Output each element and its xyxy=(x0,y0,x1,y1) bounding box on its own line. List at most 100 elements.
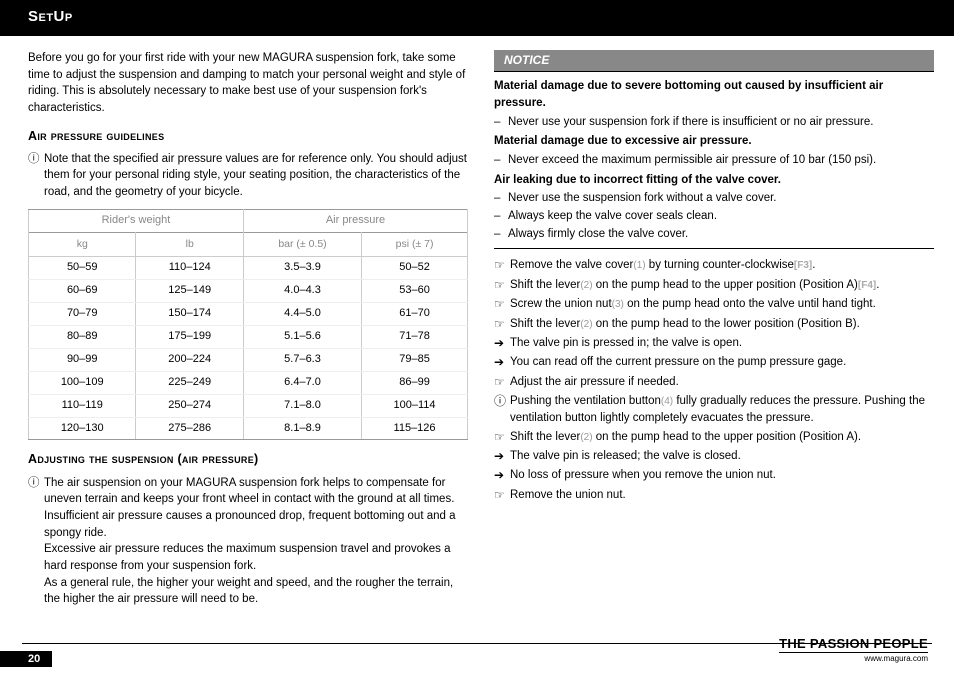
table-row: 80–89175–1995.1–5.671–78 xyxy=(29,325,468,348)
th-psi: psi (± 7) xyxy=(362,232,468,256)
d3-text: Never use the suspension fork without a … xyxy=(508,190,776,207)
pressure-table: Rider's weight Air pressure kg lb bar (±… xyxy=(28,209,468,441)
table-cell: 4.0–4.3 xyxy=(243,279,361,302)
arrow-icon: ➔ xyxy=(494,335,510,352)
right-column: NOTICE Material damage due to severe bot… xyxy=(494,50,934,612)
table-cell: 80–89 xyxy=(29,325,136,348)
hand-icon: ☞ xyxy=(494,429,510,446)
notice-d3: –Never use the suspension fork without a… xyxy=(494,190,934,207)
table-cell: 100–109 xyxy=(29,371,136,394)
notice-label: NOTICE xyxy=(494,50,934,72)
adjusting-heading: Adjusting the suspension (air pressure) xyxy=(28,450,468,468)
air-pressure-heading: Air pressure guidelines xyxy=(28,127,468,145)
table-cell: 110–119 xyxy=(29,394,136,417)
tagline: THE PASSION PEOPLE www.magura.com xyxy=(779,636,928,663)
step-6: ➔You can read off the current pressure o… xyxy=(494,354,934,371)
step-12: ☞Remove the union nut. xyxy=(494,487,934,504)
table-body: 50–59110–1243.5–3.950–5260–69125–1494.0–… xyxy=(29,256,468,440)
content-area: Before you go for your first ride with y… xyxy=(0,36,954,612)
step-text: The valve pin is pressed in; the valve i… xyxy=(510,335,934,352)
th-bar: bar (± 0.5) xyxy=(243,232,361,256)
table-cell: 71–78 xyxy=(362,325,468,348)
hand-icon: ☞ xyxy=(494,487,510,504)
intro-text: Before you go for your first ride with y… xyxy=(28,50,468,117)
th-pressure: Air pressure xyxy=(243,209,467,232)
adjusting-note: ⓘ The air suspension on your MAGURA susp… xyxy=(28,475,468,608)
table-row: 120–130275–2868.1–8.9115–126 xyxy=(29,417,468,440)
p3: Excessive air pressure reduces the maxim… xyxy=(44,543,451,572)
table-cell: 86–99 xyxy=(362,371,468,394)
table-cell: 53–60 xyxy=(362,279,468,302)
table-row: 70–79150–1744.4–5.061–70 xyxy=(29,302,468,325)
step-3: ☞Screw the union nut(3) on the pump head… xyxy=(494,296,934,313)
step-text: The valve pin is released; the valve is … xyxy=(510,448,934,465)
d2-text: Never exceed the maximum permissible air… xyxy=(508,152,876,169)
d1-text: Never use your suspension fork if there … xyxy=(508,114,873,131)
tagline-url: www.magura.com xyxy=(779,654,928,663)
notice-h2: Material damage due to excessive air pre… xyxy=(494,133,934,150)
separator xyxy=(494,248,934,249)
d4-text: Always keep the valve cover seals clean. xyxy=(508,208,717,225)
step-text: Screw the union nut(3) on the pump head … xyxy=(510,296,934,313)
notice-h1: Material damage due to severe bottoming … xyxy=(494,78,934,111)
step-5: ➔The valve pin is pressed in; the valve … xyxy=(494,335,934,352)
header-title: SetUp xyxy=(28,8,73,25)
adjusting-text: The air suspension on your MAGURA suspen… xyxy=(44,475,468,608)
th-weight: Rider's weight xyxy=(29,209,244,232)
arrow-icon: ➔ xyxy=(494,354,510,371)
notice-d1: –Never use your suspension fork if there… xyxy=(494,114,934,131)
table-row: 60–69125–1494.0–4.353–60 xyxy=(29,279,468,302)
step-10: ➔The valve pin is released; the valve is… xyxy=(494,448,934,465)
dash: – xyxy=(494,190,508,207)
step-text: Shift the lever(2) on the pump head to t… xyxy=(510,277,934,294)
table-cell: 110–124 xyxy=(136,256,243,279)
step-2: ☞Shift the lever(2) on the pump head to … xyxy=(494,277,934,294)
guideline-text: Note that the specified air pressure val… xyxy=(44,151,468,201)
table-cell: 50–59 xyxy=(29,256,136,279)
step-text: You can read off the current pressure on… xyxy=(510,354,934,371)
header-bar: SetUp xyxy=(0,0,954,36)
step-text: Shift the lever(2) on the pump head to t… xyxy=(510,316,934,333)
page: SetUp Before you go for your first ride … xyxy=(0,0,954,673)
table-cell: 50–52 xyxy=(362,256,468,279)
arrow-icon: ➔ xyxy=(494,448,510,465)
th-lb: lb xyxy=(136,232,243,256)
p4: As a general rule, the higher your weigh… xyxy=(44,577,453,606)
step-text: Remove the valve cover(1) by turning cou… xyxy=(510,257,934,274)
table-cell: 70–79 xyxy=(29,302,136,325)
tagline-text: THE PASSION PEOPLE xyxy=(779,636,928,653)
step-text: Pushing the ventilation button(4) fully … xyxy=(510,393,934,426)
info-icon: ⓘ xyxy=(28,475,44,608)
step-4: ☞Shift the lever(2) on the pump head to … xyxy=(494,316,934,333)
hand-icon: ☞ xyxy=(494,296,510,313)
table-cell: 275–286 xyxy=(136,417,243,440)
notice-d4: –Always keep the valve cover seals clean… xyxy=(494,208,934,225)
left-column: Before you go for your first ride with y… xyxy=(28,50,468,612)
table-cell: 61–70 xyxy=(362,302,468,325)
table-cell: 3.5–3.9 xyxy=(243,256,361,279)
table-cell: 225–249 xyxy=(136,371,243,394)
guideline-note: ⓘ Note that the specified air pressure v… xyxy=(28,151,468,201)
hand-icon: ☞ xyxy=(494,374,510,391)
dash: – xyxy=(494,226,508,243)
dash: – xyxy=(494,114,508,131)
info-icon: ⓘ xyxy=(28,151,44,201)
table-row: 90–99200–2245.7–6.379–85 xyxy=(29,348,468,371)
d5-text: Always firmly close the valve cover. xyxy=(508,226,688,243)
table-cell: 6.4–7.0 xyxy=(243,371,361,394)
table-cell: 90–99 xyxy=(29,348,136,371)
step-8: ⓘPushing the ventilation button(4) fully… xyxy=(494,393,934,426)
table-cell: 60–69 xyxy=(29,279,136,302)
table-cell: 175–199 xyxy=(136,325,243,348)
table-cell: 200–224 xyxy=(136,348,243,371)
table-cell: 125–149 xyxy=(136,279,243,302)
p1: The air suspension on your MAGURA suspen… xyxy=(44,477,454,506)
step-text: No loss of pressure when you remove the … xyxy=(510,467,934,484)
notice-h3: Air leaking due to incorrect fitting of … xyxy=(494,172,934,189)
table-cell: 4.4–5.0 xyxy=(243,302,361,325)
table-cell: 120–130 xyxy=(29,417,136,440)
table-cell: 250–274 xyxy=(136,394,243,417)
info-icon: ⓘ xyxy=(494,393,510,426)
hand-icon: ☞ xyxy=(494,316,510,333)
step-text: Remove the union nut. xyxy=(510,487,934,504)
